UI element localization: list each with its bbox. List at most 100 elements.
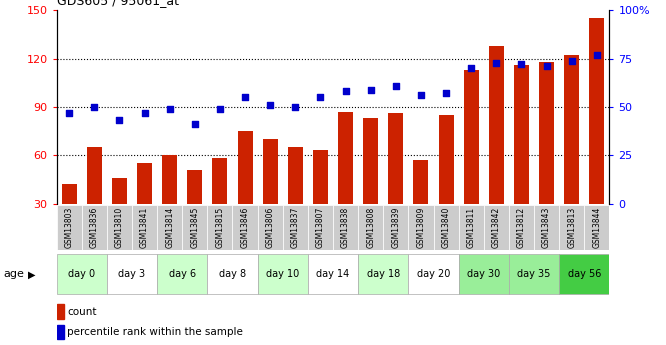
Point xyxy=(366,87,376,92)
Bar xyxy=(489,46,504,252)
Text: GSM13814: GSM13814 xyxy=(165,207,174,248)
Text: GSM13811: GSM13811 xyxy=(467,207,476,248)
Bar xyxy=(258,254,308,294)
Text: GSM13845: GSM13845 xyxy=(190,207,199,248)
Bar xyxy=(438,115,454,252)
Point xyxy=(491,60,501,65)
Text: GSM13839: GSM13839 xyxy=(392,207,400,248)
Point xyxy=(114,118,125,123)
Point xyxy=(214,106,225,112)
Bar xyxy=(162,155,177,252)
Bar xyxy=(539,62,554,252)
Point xyxy=(265,102,276,108)
Text: day 8: day 8 xyxy=(219,269,246,279)
Bar xyxy=(333,205,358,250)
Bar xyxy=(207,205,232,250)
Point xyxy=(416,92,426,98)
Bar xyxy=(338,112,353,252)
Text: GSM13809: GSM13809 xyxy=(416,207,426,248)
Bar xyxy=(232,205,258,250)
Text: GSM13846: GSM13846 xyxy=(240,207,250,248)
Bar xyxy=(514,65,529,252)
Point xyxy=(516,62,527,67)
Bar xyxy=(157,205,182,250)
Bar xyxy=(434,205,459,250)
Point xyxy=(64,110,75,116)
Bar xyxy=(534,205,559,250)
Text: ▶: ▶ xyxy=(28,269,35,279)
Bar xyxy=(358,205,383,250)
Text: GSM13813: GSM13813 xyxy=(567,207,576,248)
Bar xyxy=(358,254,408,294)
Bar xyxy=(57,325,64,339)
Bar xyxy=(157,254,207,294)
Bar xyxy=(414,160,428,252)
Point xyxy=(189,121,200,127)
Text: day 18: day 18 xyxy=(366,269,400,279)
Text: GSM13841: GSM13841 xyxy=(140,207,149,248)
Text: count: count xyxy=(67,307,97,317)
Text: day 0: day 0 xyxy=(68,269,95,279)
Bar xyxy=(459,205,484,250)
Bar xyxy=(584,205,609,250)
Point xyxy=(390,83,401,88)
Text: age: age xyxy=(3,269,24,279)
Point xyxy=(290,104,300,110)
Point xyxy=(466,66,477,71)
Text: GSM13840: GSM13840 xyxy=(442,207,451,248)
Bar xyxy=(62,184,77,252)
Bar xyxy=(87,147,102,252)
Bar xyxy=(57,254,107,294)
Text: percentile rank within the sample: percentile rank within the sample xyxy=(67,327,243,337)
Bar xyxy=(408,254,459,294)
Text: day 35: day 35 xyxy=(517,269,551,279)
Bar xyxy=(564,56,579,252)
Bar xyxy=(57,304,64,319)
Bar xyxy=(509,205,534,250)
Text: GSM13807: GSM13807 xyxy=(316,207,325,248)
Bar xyxy=(484,205,509,250)
Bar xyxy=(258,205,283,250)
Point xyxy=(591,52,602,58)
Bar xyxy=(262,139,278,252)
Text: GSM13838: GSM13838 xyxy=(341,207,350,248)
Text: GSM13810: GSM13810 xyxy=(115,207,124,248)
Bar xyxy=(112,178,127,252)
Point xyxy=(139,110,150,116)
Bar xyxy=(363,118,378,252)
Text: day 14: day 14 xyxy=(316,269,350,279)
Point xyxy=(566,58,577,63)
Point xyxy=(441,91,452,96)
Bar xyxy=(559,205,584,250)
Point xyxy=(315,95,326,100)
Text: GSM13815: GSM13815 xyxy=(215,207,224,248)
Bar xyxy=(383,205,408,250)
Bar xyxy=(182,205,207,250)
Bar xyxy=(388,114,404,252)
Point xyxy=(240,95,250,100)
Text: GSM13844: GSM13844 xyxy=(592,207,601,248)
Bar xyxy=(408,205,434,250)
Bar xyxy=(132,205,157,250)
Text: GSM13808: GSM13808 xyxy=(366,207,375,248)
Bar xyxy=(212,158,228,252)
Point xyxy=(165,106,175,112)
Bar xyxy=(308,254,358,294)
Bar xyxy=(238,131,252,252)
Text: GSM13806: GSM13806 xyxy=(266,207,274,248)
Bar xyxy=(82,205,107,250)
Bar xyxy=(288,147,303,252)
Bar xyxy=(459,254,509,294)
Text: GSM13842: GSM13842 xyxy=(492,207,501,248)
Point xyxy=(89,104,100,110)
Text: day 6: day 6 xyxy=(168,269,196,279)
Bar xyxy=(187,170,202,252)
Point xyxy=(541,63,552,69)
Bar xyxy=(107,254,157,294)
Text: day 20: day 20 xyxy=(417,269,450,279)
Point xyxy=(340,89,351,94)
Bar xyxy=(509,254,559,294)
Text: day 3: day 3 xyxy=(119,269,146,279)
Text: day 10: day 10 xyxy=(266,269,300,279)
Bar xyxy=(283,205,308,250)
